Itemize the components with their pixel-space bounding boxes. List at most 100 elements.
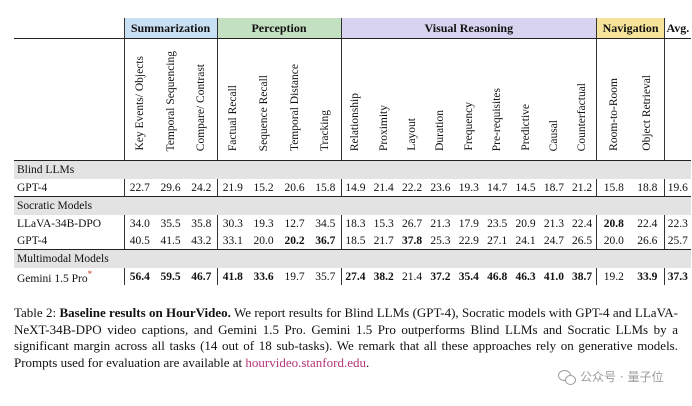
table-cell: 19.7	[284, 270, 305, 283]
table-cell: 18.7	[543, 181, 565, 194]
subtask-header: Sequence Recall	[248, 38, 279, 161]
wechat-icon	[558, 369, 576, 385]
table-cell: 22.2	[401, 181, 423, 194]
group-label: Multimodal Models	[14, 249, 691, 268]
category-visual-reasoning: Visual Reasoning	[340, 18, 597, 39]
subtask-header-row: Key Events/ Objects Temporal Sequencing …	[14, 38, 691, 161]
table-cell: 33.9	[637, 270, 658, 283]
table-cell: 20.2	[279, 232, 310, 250]
table-cell: 12.7	[284, 217, 305, 230]
subtask-header: Predictive	[511, 38, 540, 161]
table-cell: 34.5	[315, 217, 336, 230]
table-cell: 35.8	[191, 217, 212, 230]
table-cell: 46.3	[515, 270, 536, 283]
table-cell: 35.5	[160, 217, 181, 230]
table-cell: 19.6	[664, 179, 691, 197]
group-row-socratic: Socratic Models	[14, 196, 691, 215]
caption-end: .	[366, 354, 370, 370]
table-cell: 25.3	[426, 232, 455, 250]
table-cell: 24.2	[191, 181, 212, 194]
table-cell: 14.5	[515, 181, 536, 194]
table-cell: 37.8	[397, 232, 427, 250]
table-cell: 20.0	[596, 232, 631, 250]
subtask-header: Compare/ Contrast	[186, 38, 217, 161]
model-name: LLaVA-34B-DPO	[17, 217, 102, 230]
caption-label: Table 2:	[14, 305, 57, 320]
subtask-header: Relationship	[340, 38, 370, 161]
table-cell: 30.3	[216, 215, 248, 232]
table-cell: 21.4	[401, 270, 423, 283]
table-cell: 18.3	[340, 215, 370, 232]
table-cell: 15.8	[315, 181, 336, 194]
table-row: LLaVA-34B-DPO 34.0 35.5 35.8 30.3 19.3 12.7 34…	[14, 215, 691, 232]
table-cell: 21.3	[543, 217, 565, 230]
group-label: Blind LLMs	[14, 160, 691, 179]
subtask-header: Tracking	[310, 38, 342, 161]
table-cell: 15.2	[253, 181, 274, 194]
subtask-header: Frequency	[454, 38, 483, 161]
table-cell: 18.5	[340, 232, 370, 250]
table-cell: 26.7	[401, 217, 423, 230]
table-caption: Table 2: Baseline results on HourVideo. …	[14, 305, 678, 371]
table-cell: 14.7	[487, 181, 508, 194]
caption-title: Baseline results on HourVideo.	[59, 305, 231, 320]
table-cell: 37.2	[430, 270, 451, 283]
table-cell: 33.6	[253, 270, 274, 283]
table-cell: 21.7	[369, 232, 398, 250]
group-row-blind: Blind LLMs	[14, 160, 691, 179]
table-cell: 27.4	[340, 268, 370, 285]
table-cell: 34.0	[123, 215, 155, 232]
caption-body: We report results for Blind LLMs (GPT-4)…	[14, 305, 679, 370]
table-cell: 38.2	[373, 270, 394, 283]
table-cell: 25.7	[664, 232, 691, 250]
table-cell: 22.4	[637, 217, 658, 230]
table-cell: 26.6	[630, 232, 665, 250]
subtask-header: Temporal Sequencing	[155, 38, 186, 161]
table-cell: 29.6	[160, 181, 181, 194]
group-label: Socratic Models	[14, 196, 691, 215]
caption-link[interactable]: hourvideo.stanford.edu	[245, 354, 366, 370]
table-cell: 19.2	[596, 268, 631, 285]
subtask-header: Duration	[426, 38, 455, 161]
table-cell: 21.9	[216, 179, 248, 197]
star-marker: *	[87, 268, 93, 279]
subtask-header: Key Events/ Objects	[123, 38, 155, 161]
subtask-header: Counterfactual	[568, 38, 597, 161]
subtask-header: Causal	[539, 38, 569, 161]
table-cell: 17.9	[458, 217, 479, 230]
table-cell: 36.7	[310, 232, 342, 250]
table-cell: 26.5	[568, 232, 597, 250]
table-cell: 21.2	[572, 181, 593, 194]
table-cell: 35.7	[315, 270, 336, 283]
table-cell: 46.8	[487, 270, 508, 283]
subtask-header: Factual Recall	[216, 38, 248, 161]
results-table: Summarization Perception Visual Reasonin…	[14, 18, 691, 285]
table-cell: 38.7	[572, 270, 593, 283]
subtask-header: Room-to-Room	[596, 38, 631, 161]
model-name: GPT-4	[14, 232, 124, 250]
table-cell: 20.6	[284, 181, 305, 194]
table-cell: 37.3	[664, 268, 691, 285]
watermark-text: 公众号 · 量子位	[580, 370, 664, 384]
category-avg: Avg.	[664, 18, 691, 39]
table-cell: 19.3	[253, 217, 274, 230]
watermark: 公众号 · 量子位	[558, 368, 663, 385]
table-cell: 33.1	[216, 232, 248, 250]
category-perception: Perception	[216, 18, 342, 39]
table-cell: 14.9	[340, 179, 370, 197]
table-row: GPT-4 40.5 41.5 43.2 33.1 20.0 20.2 36.7 18.5 21…	[14, 232, 691, 250]
table-cell: 56.4	[123, 268, 155, 285]
table-cell: 22.4	[572, 217, 593, 230]
table-cell: 41.0	[543, 270, 565, 283]
table-row: Gemini 1.5 Pro* 56.4 59.5 46.7 41.8 33.6 19.7…	[14, 268, 691, 285]
table-cell: 21.3	[430, 217, 451, 230]
table-cell: 22.3	[664, 215, 691, 232]
table-cell: 35.4	[458, 270, 479, 283]
table-cell: 22.9	[454, 232, 483, 250]
table-cell: 41.8	[216, 268, 248, 285]
table-cell: 15.8	[596, 179, 631, 197]
table-cell: 40.5	[123, 232, 155, 250]
table-cell: 41.5	[155, 232, 186, 250]
table-cell: 15.3	[373, 217, 394, 230]
